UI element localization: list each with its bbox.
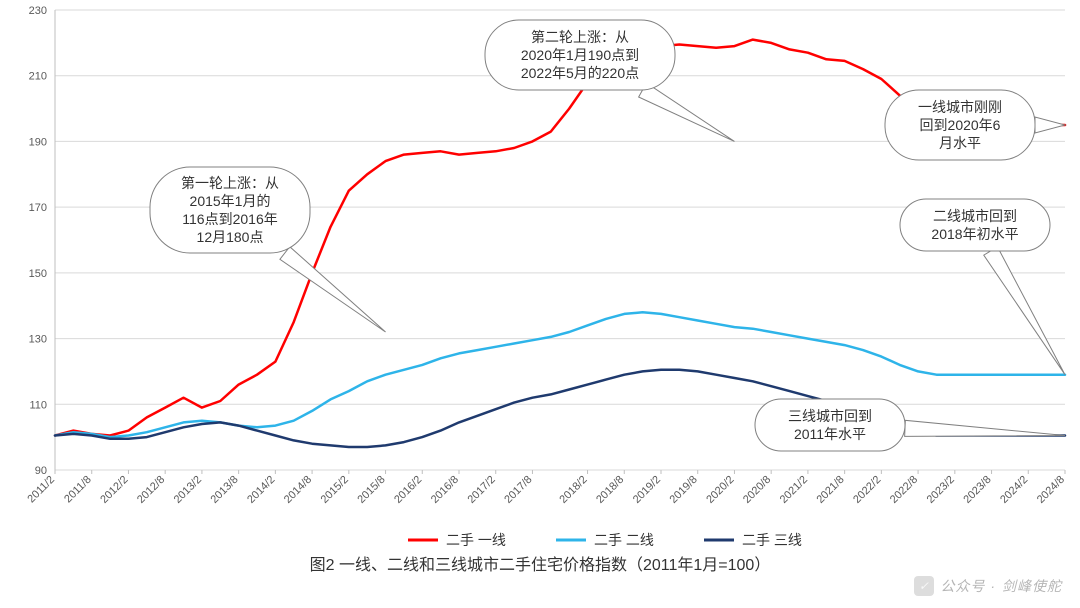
series-tier2 xyxy=(55,312,1065,437)
x-tick-label: 2011/2 xyxy=(25,474,57,506)
line-chart-svg: 901101301501701902102302011/22011/82012/… xyxy=(0,0,1080,608)
y-tick-label: 190 xyxy=(29,136,47,148)
annotation-text: 第二轮上涨：从 xyxy=(531,29,629,45)
x-tick-label: 2013/8 xyxy=(208,474,240,506)
y-tick-label: 170 xyxy=(29,202,47,214)
y-tick-label: 210 xyxy=(29,71,47,83)
x-tick-label: 2022/2 xyxy=(851,474,883,506)
annotation-first_rise: 第一轮上涨：从 2015年1月的 116点到2016年 12月180点 xyxy=(150,167,386,332)
annotation-tier3_now: 三线城市回到 2011年水平 xyxy=(755,399,1065,451)
annotation-text: 2015年1月的 xyxy=(190,193,271,209)
x-tick-label: 2023/2 xyxy=(925,474,957,506)
annotation-pointer xyxy=(905,420,1065,436)
x-tick-label: 2018/8 xyxy=(594,474,626,506)
y-tick-label: 230 xyxy=(29,5,47,17)
watermark-prefix: 公众号 · xyxy=(940,576,996,596)
x-tick-label: 2013/2 xyxy=(172,474,204,506)
annotation-text: 一线城市刚刚 xyxy=(918,99,1002,115)
x-tick-label: 2012/8 xyxy=(135,474,167,506)
x-tick-label: 2019/8 xyxy=(668,474,700,506)
annotation-tier2_now: 二线城市回到 2018年初水平 xyxy=(900,199,1065,375)
annotation-text: 2020年1月190点到 xyxy=(521,47,639,63)
x-tick-label: 2024/8 xyxy=(1035,474,1067,506)
annotation-pointer xyxy=(639,83,735,141)
x-tick-label: 2014/2 xyxy=(245,474,277,506)
annotation-text: 月水平 xyxy=(939,135,981,151)
y-tick-label: 130 xyxy=(29,334,47,346)
chart-caption: 图2 一线、二线和三线城市二手住宅价格指数（2011年1月=100） xyxy=(310,556,771,574)
annotation-tier1_now: 一线城市刚刚回到2020年6 月水平 xyxy=(885,90,1065,160)
x-tick-label: 2018/2 xyxy=(557,474,589,506)
x-tick-label: 2014/8 xyxy=(282,474,314,506)
annotation-text: 2022年5月的220点 xyxy=(521,65,639,81)
y-tick-label: 90 xyxy=(35,465,47,477)
x-tick-label: 2016/2 xyxy=(392,474,424,506)
annotation-second_rise: 第二轮上涨：从 2020年1月190点到 2022年5月的220点 xyxy=(485,20,734,141)
annotation-text: 2018年初水平 xyxy=(931,226,1018,242)
x-tick-label: 2023/8 xyxy=(961,474,993,506)
chart-container: 901101301501701902102302011/22011/82012/… xyxy=(0,0,1080,608)
x-tick-label: 2019/2 xyxy=(631,474,663,506)
annotation-text: 二线城市回到 xyxy=(933,208,1017,224)
x-tick-label: 2016/8 xyxy=(429,474,461,506)
x-tick-label: 2012/2 xyxy=(98,474,130,506)
y-tick-label: 110 xyxy=(29,399,47,411)
legend-label: 二手 三线 xyxy=(742,532,802,548)
x-tick-label: 2017/8 xyxy=(502,474,534,506)
watermark-name: 剑峰使舵 xyxy=(1002,576,1062,596)
x-tick-label: 2020/2 xyxy=(704,474,736,506)
x-tick-label: 2021/8 xyxy=(814,474,846,506)
x-tick-label: 2015/8 xyxy=(355,474,387,506)
annotation-text: 第一轮上涨：从 xyxy=(181,175,279,191)
x-tick-label: 2021/2 xyxy=(778,474,810,506)
annotation-pointer xyxy=(1035,117,1065,133)
annotation-text: 回到2020年6 xyxy=(920,117,1001,133)
x-tick-label: 2020/8 xyxy=(741,474,773,506)
x-tick-label: 2017/2 xyxy=(466,474,498,506)
x-tick-label: 2015/2 xyxy=(319,474,351,506)
legend-label: 二手 二线 xyxy=(594,532,654,548)
annotation-text: 12月180点 xyxy=(197,229,264,245)
x-tick-label: 2024/2 xyxy=(998,474,1030,506)
annotation-text: 2011年水平 xyxy=(794,426,866,442)
watermark-icon: ✓ xyxy=(914,576,934,596)
x-tick-label: 2022/8 xyxy=(888,474,920,506)
legend-label: 二手 一线 xyxy=(446,532,506,548)
y-tick-label: 150 xyxy=(29,268,47,280)
annotation-text: 三线城市回到 xyxy=(788,408,872,424)
annotation-pointer xyxy=(984,247,1065,375)
watermark: ✓ 公众号 · 剑峰使舵 xyxy=(914,576,1062,596)
annotation-text: 116点到2016年 xyxy=(182,211,277,227)
x-tick-label: 2011/8 xyxy=(62,474,94,506)
